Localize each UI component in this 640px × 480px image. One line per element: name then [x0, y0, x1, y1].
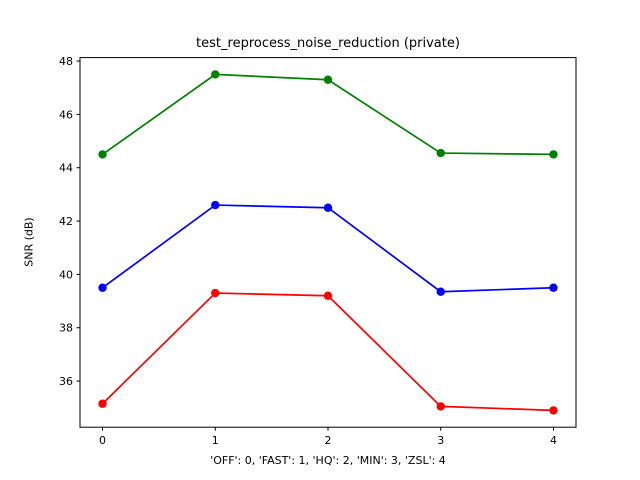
blue-series-marker	[98, 283, 107, 292]
red-series-marker	[211, 288, 220, 298]
y-tick-label: 46	[59, 108, 73, 121]
y-axis-label: SNR (dB)	[22, 217, 36, 267]
green-series-marker	[549, 150, 558, 159]
y-tick-label: 48	[59, 55, 73, 68]
plot-frame	[79, 57, 577, 428]
blue-series-marker	[436, 287, 445, 296]
blue-series-marker	[549, 283, 558, 292]
red-series-marker	[436, 402, 445, 411]
x-tick-label: 4	[550, 434, 557, 447]
x-axis-label: 'OFF': 0, 'FAST': 1, 'HQ': 2, 'MIN': 3, …	[210, 454, 446, 467]
red-series-marker	[323, 291, 333, 300]
y-tick-label: 40	[59, 268, 73, 281]
x-tick-label: 1	[212, 434, 219, 447]
y-tick-label: 44	[59, 162, 73, 175]
red-series-marker	[549, 406, 558, 415]
y-tick-label: 42	[59, 215, 73, 228]
green-series-line	[102, 73, 554, 156]
blue-series-marker	[323, 203, 333, 212]
x-tick-label: 0	[99, 434, 106, 447]
green-series-marker	[436, 148, 445, 158]
y-tick-label: 38	[59, 322, 73, 335]
chart-title: test_reprocess_noise_reduction (private)	[196, 36, 460, 51]
x-tick-label: 2	[325, 434, 332, 447]
blue-series-marker	[211, 200, 220, 210]
red-series-marker	[98, 399, 107, 408]
x-tick-label: 3	[437, 434, 444, 447]
green-series-marker	[211, 70, 220, 79]
red-series-line	[101, 292, 554, 412]
blue-series-line	[102, 204, 554, 293]
y-tick-label: 36	[59, 375, 73, 388]
green-series-marker	[98, 150, 107, 159]
green-series-marker	[323, 75, 333, 84]
